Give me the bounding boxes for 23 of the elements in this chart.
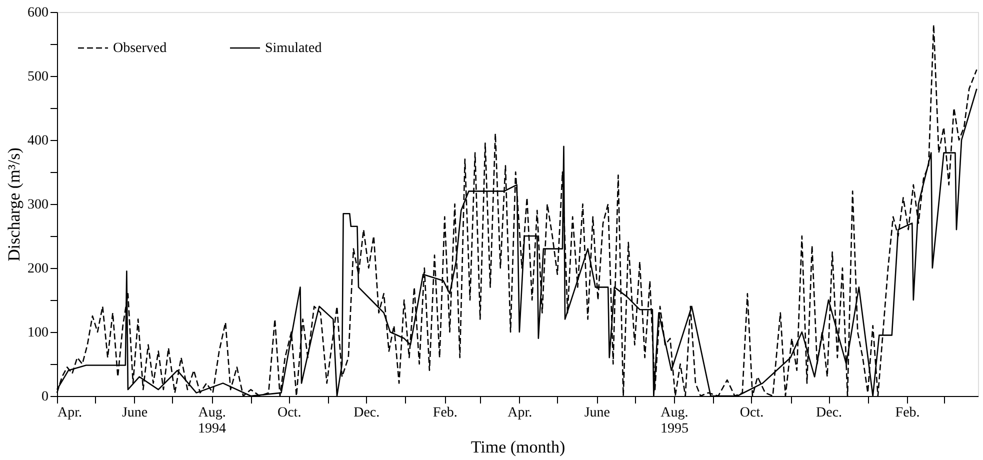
y-axis-title: Discharge (m³/s)	[4, 148, 24, 262]
x-tick-label: Apr.	[58, 406, 82, 420]
y-tick-label: 300	[28, 198, 48, 212]
x-tick-label: June	[584, 406, 610, 420]
y-tick-label: 100	[28, 326, 48, 340]
legend-label: Simulated	[265, 41, 322, 56]
x-tick-label: Oct.	[740, 406, 764, 420]
x-tick-label: Aug. 1994	[198, 406, 226, 436]
x-axis-title: Time (month)	[470, 438, 566, 456]
y-tick-label: 500	[28, 70, 48, 84]
y-tick-label: 200	[28, 262, 48, 276]
legend-label: Observed	[113, 41, 167, 56]
y-tick-label: 0	[42, 390, 48, 404]
x-tick-label: Oct.	[277, 406, 302, 420]
x-tick-label: Feb.	[432, 406, 458, 420]
x-tick-label: Feb.	[895, 406, 920, 420]
y-tick-label: 600	[28, 6, 48, 20]
x-tick-label: Dec.	[354, 406, 380, 420]
x-tick-label: June	[122, 406, 148, 420]
x-tick-label: Apr.	[508, 406, 532, 420]
x-tick-label: Aug. 1995	[660, 406, 688, 436]
x-tick-label: Dec.	[816, 406, 842, 420]
y-tick-label: 400	[28, 134, 48, 148]
